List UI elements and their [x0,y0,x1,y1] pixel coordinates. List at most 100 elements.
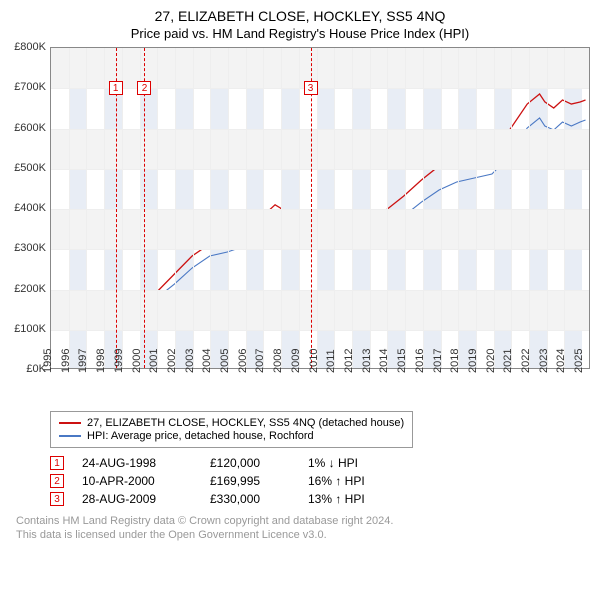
grid-vline [86,48,87,368]
grid-vline [547,48,548,368]
x-tick-label: 2002 [166,349,178,373]
event-line [144,48,145,368]
grid-vline [529,48,530,368]
grid-vline [228,48,229,368]
attribution-line: Contains HM Land Registry data © Crown c… [16,514,592,528]
grid-vline [511,48,512,368]
grid-vline [122,48,123,368]
x-tick-label: 2013 [360,349,372,373]
x-tick-label: 1999 [113,349,125,373]
y-axis: £0K£100K£200K£300K£400K£500K£600K£700K£8… [8,47,50,369]
x-tick-label: 2024 [555,349,567,373]
event-marker: 1 [109,81,123,95]
x-tick-label: 2005 [219,349,231,373]
chart-title: 27, ELIZABETH CLOSE, HOCKLEY, SS5 4NQ [8,8,592,24]
x-tick-label: 2015 [396,349,408,373]
x-tick-label: 1997 [77,349,89,373]
x-tick-label: 2010 [307,349,319,373]
table-hpi: 13% ↑ HPI [308,492,398,506]
grid-vline [157,48,158,368]
legend-label: HPI: Average price, detached house, Roch… [87,430,314,442]
table-hpi: 16% ↑ HPI [308,474,398,488]
grid-vline [210,48,211,368]
event-line [116,48,117,368]
table-marker: 2 [50,474,64,488]
y-tick-label: £200K [14,283,46,295]
x-tick-label: 2001 [148,349,160,373]
y-tick-label: £300K [14,242,46,254]
y-tick-label: £700K [14,81,46,93]
x-tick-label: 2003 [183,349,195,373]
grid-hline [51,249,589,250]
grid-vline [317,48,318,368]
x-tick-label: 2011 [325,349,337,373]
grid-vline [458,48,459,368]
event-marker: 2 [137,81,151,95]
grid-vline [246,48,247,368]
grid-hband [51,209,589,249]
legend-swatch [59,422,81,424]
x-tick-label: 2019 [467,349,479,373]
grid-vline [387,48,388,368]
legend-swatch [59,435,81,437]
grid-vline [441,48,442,368]
grid-hline [51,209,589,210]
y-tick-label: £500K [14,162,46,174]
table-date: 10-APR-2000 [82,474,192,488]
table-price: £330,000 [210,492,290,506]
grid-hband [51,48,589,88]
x-tick-label: 2016 [414,349,426,373]
grid-vline [175,48,176,368]
grid-vline [476,48,477,368]
grid-vline [193,48,194,368]
x-tick-label: 2014 [378,349,390,373]
grid-vline [140,48,141,368]
x-axis: 1995199619971998199920002001200220032004… [50,371,590,407]
x-tick-label: 2009 [290,349,302,373]
grid-vline [370,48,371,368]
x-tick-label: 2017 [431,349,443,373]
grid-vline [405,48,406,368]
x-tick-label: 2018 [449,349,461,373]
grid-vline [352,48,353,368]
grid-vline [334,48,335,368]
x-tick-label: 1996 [59,349,71,373]
table-date: 24-AUG-1998 [82,456,192,470]
x-tick-label: 2008 [272,349,284,373]
grid-hband [51,129,589,169]
grid-hline [51,169,589,170]
plot-region: 123 [50,47,590,369]
grid-hband [51,290,589,330]
attribution: Contains HM Land Registry data © Crown c… [16,514,592,543]
x-tick-label: 2012 [343,349,355,373]
grid-hline [51,290,589,291]
x-tick-label: 2022 [520,349,532,373]
table-row: 328-AUG-2009£330,00013% ↑ HPI [50,492,592,506]
x-tick-label: 2023 [537,349,549,373]
table-marker: 1 [50,456,64,470]
grid-vline [423,48,424,368]
x-tick-label: 2006 [237,349,249,373]
x-tick-label: 2025 [573,349,585,373]
table-marker: 3 [50,492,64,506]
x-tick-label: 2021 [502,349,514,373]
x-tick-label: 2000 [130,349,142,373]
chart-area: £0K£100K£200K£300K£400K£500K£600K£700K£8… [8,47,592,407]
events-table: 124-AUG-1998£120,0001% ↓ HPI210-APR-2000… [50,456,592,506]
y-tick-label: £800K [14,41,46,53]
table-price: £120,000 [210,456,290,470]
x-tick-label: 2020 [484,349,496,373]
legend-row: 27, ELIZABETH CLOSE, HOCKLEY, SS5 4NQ (d… [59,417,404,429]
grid-vline [281,48,282,368]
x-tick-label: 1998 [95,349,107,373]
grid-vline [299,48,300,368]
grid-vline [494,48,495,368]
legend-row: HPI: Average price, detached house, Roch… [59,430,404,442]
table-price: £169,995 [210,474,290,488]
table-row: 124-AUG-1998£120,0001% ↓ HPI [50,456,592,470]
y-tick-label: £600K [14,122,46,134]
grid-hline [51,330,589,331]
y-tick-label: £400K [14,202,46,214]
chart-subtitle: Price paid vs. HM Land Registry's House … [8,26,592,41]
grid-hline [51,129,589,130]
